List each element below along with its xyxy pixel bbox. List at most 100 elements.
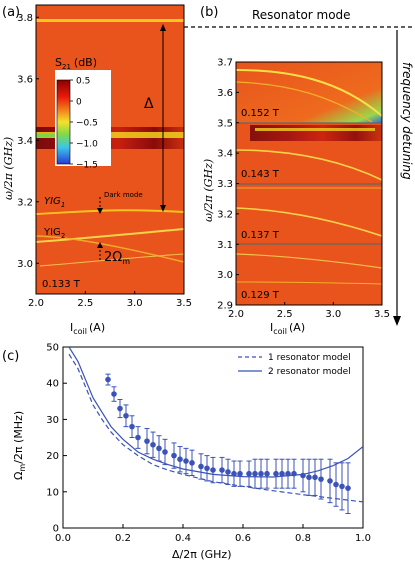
data-point	[219, 467, 225, 473]
heatmap-a-band-green	[36, 134, 66, 137]
data-point	[246, 470, 252, 477]
data-point	[189, 460, 195, 466]
legend-c: 1 resonator model 2 resonator model	[238, 353, 351, 377]
series-line-1	[68, 353, 363, 503]
panel-label-a: (a)	[2, 5, 20, 20]
heatmap-a-lower-mode	[39, 253, 185, 267]
data-point	[339, 483, 345, 490]
ylabel-c: Ωm/2π (MHz)	[12, 411, 27, 480]
axis-b-ytick-label: 3.4	[217, 149, 233, 160]
strip-b2-band	[250, 125, 382, 141]
data-point	[183, 458, 189, 464]
strip-b1-mode	[235, 69, 383, 117]
data-point	[312, 474, 318, 481]
heatmap-a-frame	[35, 4, 185, 295]
axis-c-xtick-label: 0.0	[55, 533, 71, 544]
data-point	[237, 470, 243, 477]
axis-b-ytick-label: 3.5	[217, 118, 233, 129]
axis-a-ytick-label: 3.8	[17, 13, 33, 24]
strip-b1-field: 0.152 T	[241, 108, 280, 119]
data-point	[258, 470, 264, 477]
strip-b4	[236, 244, 382, 305]
strip-b3-mode	[235, 207, 383, 237]
ylabel-b: ω/2π (GHz)	[202, 159, 215, 222]
strip-b1-mode2	[235, 81, 373, 123]
dark-mode-label: Dark mode	[104, 191, 143, 199]
dark-mode-arrow-head	[97, 208, 103, 214]
data-point	[306, 474, 312, 481]
heatmap-a-top-mode	[36, 19, 184, 22]
data-point	[291, 470, 297, 477]
axis-c-xtick-label: 0.4	[175, 533, 191, 544]
panel-label-b: (b)	[200, 5, 218, 20]
axis-b-ytick-label: 3.1	[217, 240, 233, 251]
colorbar-a-ticks: 0.5 0 −0.5 −1.0 −1.5	[70, 77, 98, 171]
data-point	[129, 423, 135, 430]
colorbar-a: S21 (dB) 0.5 0 −0.5 −1.0 −1.5	[55, 56, 111, 171]
heatmap-a-yig2-mode	[35, 228, 185, 243]
strip-b2-band-yellow	[255, 128, 375, 131]
data-point	[318, 476, 324, 482]
delta-arrow-head-bottom	[160, 205, 166, 212]
yig2-label: YIG2	[43, 227, 65, 240]
axis-b-ytick-label: 3.0	[217, 270, 233, 281]
axis-b-ytick-label: 3.3	[217, 179, 233, 190]
strip-b1	[236, 62, 382, 123]
axis-a-xtick-label: 3.5	[176, 298, 192, 309]
data-point	[333, 481, 339, 488]
axis-c-ytick-label: 40	[46, 379, 59, 390]
axis-c-ytick-label: 20	[46, 451, 59, 462]
series-line-2	[68, 347, 363, 478]
colorbar-a-title: S21 (dB)	[55, 56, 97, 71]
axis-a-ytick-label: 3.2	[17, 197, 33, 208]
axis-b-xtick-label: 2.0	[228, 309, 244, 320]
two-omega-arrow-head	[97, 242, 103, 248]
plot-c	[68, 347, 363, 515]
axis-a-xtick-label: 2.0	[28, 298, 44, 309]
data-point	[171, 452, 177, 459]
axis-b-ytick-label: 3.7	[217, 58, 233, 69]
strip-b3-field: 0.137 T	[241, 230, 280, 241]
panel-a-annotations: Δ YIG1 YIG2 Dark mode 2Ωm 0.133 T	[42, 24, 166, 290]
data-point	[279, 470, 285, 477]
axis-b-xtick-label: 3.5	[374, 309, 390, 320]
data-point	[162, 449, 168, 455]
data-point	[231, 470, 237, 477]
ylabel-a: ω/2π (GHz)	[2, 137, 15, 200]
axes-a: 2.0 2.5 3.0 3.5 3.0 3.2 3.4 3.6 3.8	[17, 13, 192, 309]
data-point	[225, 469, 231, 475]
strip-b3	[236, 184, 382, 244]
xlabel-c: Δ/2π (GHz)	[172, 548, 232, 561]
detuning-label: frequency detuning	[400, 62, 414, 180]
panel-b-heatmap: 0.152 T 0.143 T 0.137 T 0.129 T	[235, 61, 383, 306]
axis-a-xtick-label: 3.0	[127, 298, 143, 309]
colorbar-tick-label: −1.0	[76, 140, 98, 150]
axis-c-ytick-label: 10	[46, 487, 59, 498]
data-point	[117, 405, 123, 412]
axis-c-ytick-label: 50	[46, 343, 59, 354]
plot-c-frame	[62, 346, 364, 529]
axis-c-ytick-label: 30	[46, 415, 59, 426]
colorbar-a-bar	[56, 79, 71, 165]
strip-b4-mode2	[235, 281, 383, 285]
xlabel-a: Icoil (A)	[70, 321, 105, 336]
data-point	[327, 478, 333, 484]
resonator-mode-label: Resonator mode	[252, 8, 351, 22]
axis-c-ytick-label: 0	[53, 524, 59, 535]
axis-b-ytick-label: 2.9	[217, 301, 233, 312]
data-point	[273, 470, 279, 477]
axis-a-xtick-label: 2.5	[77, 298, 93, 309]
colorbar-tick-label: −0.5	[76, 119, 98, 129]
data-point	[111, 391, 117, 397]
legend-entry-2: 2 resonator model	[268, 367, 351, 377]
data-point	[264, 470, 270, 477]
yig1-label: YIG1	[44, 196, 65, 209]
axis-a-ytick-label: 3.6	[17, 74, 33, 85]
data-point	[345, 485, 351, 491]
data-point	[300, 472, 306, 479]
colorbar-tick-label: 0	[76, 98, 82, 108]
data-point	[177, 456, 183, 463]
plot-c-inner	[68, 347, 363, 515]
field-label-a: 0.133 T	[42, 279, 81, 290]
